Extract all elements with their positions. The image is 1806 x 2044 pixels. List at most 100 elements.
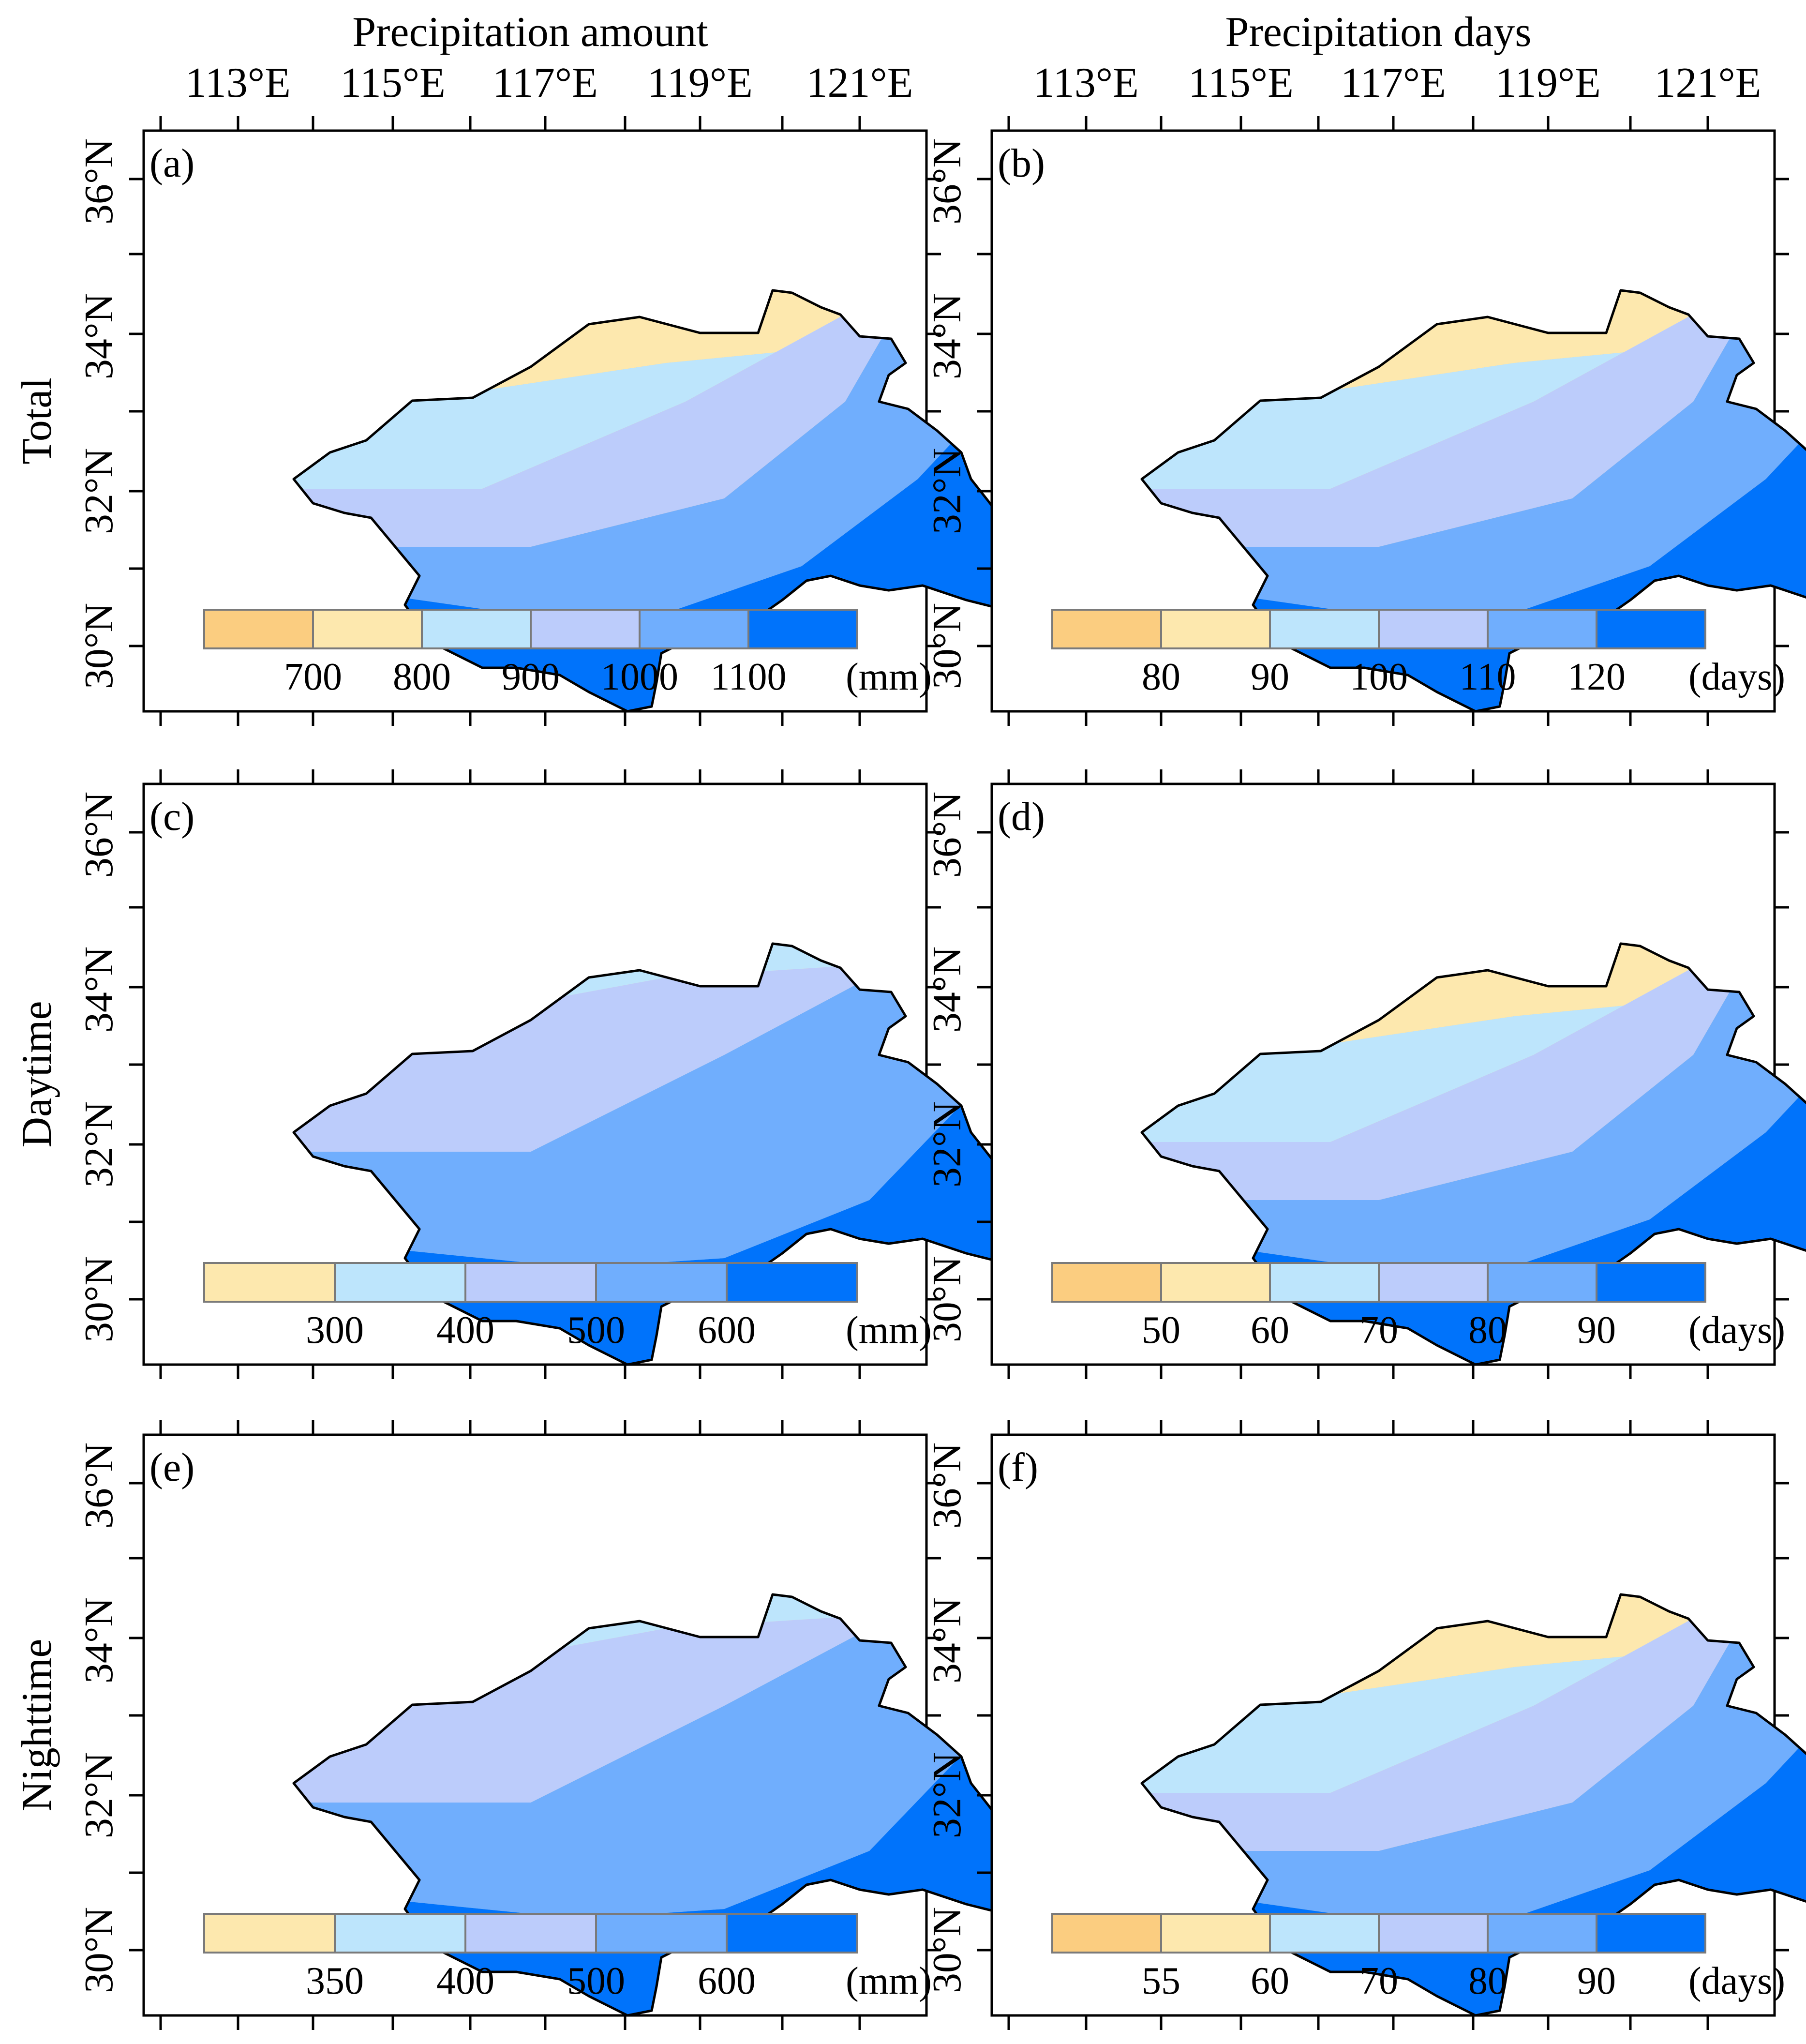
legend-unit: (mm) (846, 656, 932, 698)
legend-swatch (1487, 1262, 1597, 1303)
legend-value: 90 (1577, 1960, 1616, 2002)
lat-label: 36°N (76, 792, 121, 878)
lat-label: 32°N (925, 1101, 970, 1187)
lon-label: 117°E (1341, 60, 1446, 106)
legend-value: 55 (1142, 1960, 1180, 2002)
legend-swatch (1269, 609, 1380, 649)
legend-value: 90 (1577, 1309, 1616, 1352)
lat-label: 32°N (76, 1752, 121, 1838)
lat-label: 32°N (76, 1101, 121, 1187)
legend-swatch (1596, 609, 1706, 649)
lon-label: 115°E (1188, 60, 1294, 106)
legend-swatch (464, 1262, 597, 1303)
lat-label: 36°N (76, 1443, 121, 1529)
lat-label: 30°N (925, 1907, 970, 1993)
legend-swatch (1596, 1913, 1706, 1954)
lon-label: 121°E (1655, 60, 1761, 106)
lat-label: 34°N (925, 293, 970, 379)
legend-value: 600 (698, 1960, 756, 2002)
lon-label: 119°E (1495, 60, 1601, 106)
legend-swatch (334, 1913, 466, 1954)
legend-value: 1100 (710, 656, 786, 698)
lon-label: 113°E (185, 60, 291, 106)
row-title: Nighttime (14, 1639, 60, 1812)
column-header-1: Precipitation amount 113°E 115°E 117°E 119°E… (185, 9, 913, 106)
basin-outline (1140, 289, 1806, 713)
panel-a: 36°N 34°N 32°N 30°N (a) 700 800 900 1000 1100 (mm) (76, 116, 1045, 726)
legend: 50 60 70 80 90 (days) (1051, 1262, 1785, 1352)
legend-unit: (days) (1688, 1309, 1785, 1352)
basin-outline (292, 1593, 1045, 2017)
lat-label: 36°N (925, 792, 970, 878)
legend-value: 60 (1251, 1960, 1289, 2002)
panel-d: 36°N 34°N 32°N 30°N (d) 50 60 70 80 90 (days) (925, 769, 1806, 1379)
panel-f: 36°N 34°N 32°N 30°N (f) 55 60 70 80 90 (days) (925, 1420, 1806, 2030)
legend-swatch (1269, 1913, 1380, 1954)
lon-label: 113°E (1033, 60, 1139, 106)
row-title: Daytime (14, 1001, 60, 1147)
legend-swatch (1378, 609, 1489, 649)
lon-label: 119°E (647, 60, 753, 106)
legend-swatch (1487, 609, 1597, 649)
legend-value: 700 (284, 656, 342, 698)
lat-label: 32°N (76, 448, 121, 534)
legend-swatch (595, 1262, 728, 1303)
legend-unit: (days) (1688, 1960, 1785, 2002)
legend: 350 400 500 600 (mm) (203, 1913, 932, 2002)
legend-swatch (1160, 1913, 1271, 1954)
legend-value: 100 (1350, 656, 1408, 698)
panel-label: (d) (998, 794, 1045, 839)
legend-swatch (726, 1262, 858, 1303)
legend-swatch (464, 1913, 597, 1954)
legend-value: 80 (1142, 656, 1180, 698)
lon-label: 121°E (806, 60, 913, 106)
lat-label: 34°N (925, 947, 970, 1033)
legend-value: 50 (1142, 1309, 1180, 1352)
lat-label: 30°N (76, 1256, 121, 1342)
legend-value: 600 (698, 1309, 756, 1352)
legend-value: 300 (306, 1309, 364, 1352)
legend-swatch (421, 609, 532, 649)
legend-value: 350 (306, 1960, 364, 2002)
lat-label: 34°N (76, 293, 121, 379)
legend-value: 70 (1359, 1960, 1398, 2002)
legend-swatch (1269, 1262, 1380, 1303)
legend-value: 120 (1567, 656, 1626, 698)
legend-value: 500 (567, 1960, 625, 2002)
lat-label: 36°N (925, 138, 970, 225)
lat-label: 30°N (925, 603, 970, 689)
panel-label: (e) (149, 1445, 194, 1490)
legend-swatch (203, 1262, 336, 1303)
legend-swatch (595, 1913, 728, 1954)
legend-swatch (1051, 1262, 1162, 1303)
lat-label: 34°N (925, 1597, 970, 1683)
legend-swatch (726, 1913, 858, 1954)
legend-value: 1000 (601, 656, 678, 698)
lat-label: 32°N (925, 1752, 970, 1838)
lat-label: 30°N (925, 1256, 970, 1342)
legend-unit: (mm) (846, 1309, 932, 1352)
panel-label: (c) (149, 794, 194, 839)
column-title: Precipitation amount (352, 9, 708, 56)
legend-swatch (334, 1262, 466, 1303)
panel-label: (f) (998, 1445, 1038, 1490)
band-c5 (1142, 944, 1806, 1268)
panel-b: 36°N 34°N 32°N 30°N (b) 80 90 100 110 120 (days) (925, 116, 1806, 726)
legend: 300 400 500 600 (mm) (203, 1262, 932, 1352)
legend-swatch (1160, 1262, 1271, 1303)
legend-value: 70 (1359, 1309, 1398, 1352)
legend-value: 110 (1459, 656, 1516, 698)
column-header-2: Precipitation days 113°E 115°E 117°E 119°E 12… (1033, 9, 1761, 106)
legend: 80 90 100 110 120 (days) (1051, 609, 1785, 698)
legend-unit: (days) (1688, 656, 1785, 698)
legend-swatch (639, 609, 749, 649)
lat-label: 34°N (76, 947, 121, 1033)
legend-value: 90 (1251, 656, 1289, 698)
basin-outline (292, 942, 1045, 1366)
legend: 700 800 900 1000 1100 (mm) (203, 609, 932, 698)
row-title: Total (14, 377, 60, 465)
panel-c: 36°N 34°N 32°N 30°N (c) 300 400 500 600 (mm) (76, 769, 1045, 1379)
legend-value: 80 (1468, 1960, 1507, 2002)
lat-label: 30°N (76, 603, 121, 689)
